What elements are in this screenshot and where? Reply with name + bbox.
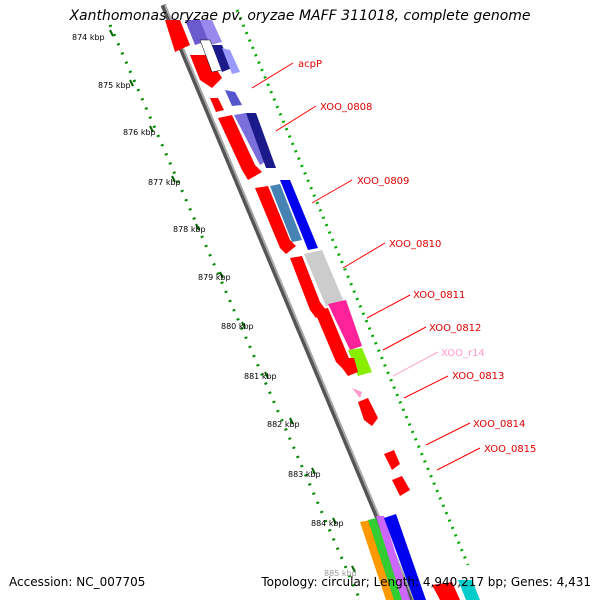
gene-block — [165, 20, 190, 52]
gene-block — [368, 518, 404, 600]
gene-block — [384, 450, 400, 470]
ruler-label: 875 kbp — [98, 81, 131, 90]
ruler-label: 877 kbp — [148, 178, 181, 187]
ruler-ticks — [109, 29, 356, 573]
ruler-labels: 874 kbp 875 kbp 876 kbp 877 kbp 878 kbp 879 k… — [72, 33, 357, 578]
ruler-tick — [195, 223, 200, 231]
gene-block — [358, 398, 378, 426]
ruler-tick — [109, 29, 114, 37]
feature-labels: acpP XOO_0808 XOO_0809 XOO_0810 XOO_0811 XOO_… — [298, 59, 536, 455]
feature-label[interactable]: XOO_0813 — [452, 371, 504, 382]
ruler-tick — [311, 467, 316, 475]
gene-block — [218, 115, 262, 180]
ruler-tick — [351, 565, 356, 573]
ruler-tick — [289, 417, 294, 425]
ruler-tick — [219, 271, 224, 279]
feature-label[interactable]: XOO_0815 — [484, 444, 536, 455]
feature-label[interactable]: XOO_r14 — [441, 348, 485, 359]
gene-block — [290, 256, 326, 318]
gene-block — [222, 48, 240, 74]
callout-lines — [251, 62, 481, 471]
gene-block — [314, 308, 352, 370]
ruler-label: 882 kbp — [267, 420, 300, 429]
gene-block — [348, 348, 372, 376]
gene-block — [270, 184, 302, 242]
ruler-label: 876 kbp — [123, 128, 156, 137]
gene-block — [280, 180, 318, 250]
ruler-label: 874 kbp — [72, 33, 105, 42]
feature-label[interactable]: XOO_0810 — [389, 239, 441, 250]
rna-block — [352, 388, 362, 398]
outer-ruler — [235, 9, 470, 566]
ruler-tick — [264, 371, 269, 379]
gene-block — [190, 55, 222, 88]
gene-block — [458, 580, 480, 600]
gene-block — [384, 514, 426, 600]
ruler-tick — [241, 321, 246, 329]
gene-block — [212, 45, 232, 72]
gene-block — [210, 98, 224, 112]
ruler-label: 880 kbp — [221, 322, 254, 331]
gene-block — [200, 20, 222, 45]
gene-block — [328, 300, 362, 350]
gene-block — [392, 476, 410, 496]
ruler-tick — [171, 175, 176, 183]
ruler-label: 884 kbp — [311, 519, 344, 528]
feature-label[interactable]: XOO_0811 — [413, 290, 465, 301]
feature-track — [165, 20, 480, 600]
gene-block — [246, 113, 276, 168]
gene-block — [255, 186, 296, 254]
genome-backbone — [160, 4, 415, 600]
ruler-label: 885 kbp — [324, 569, 357, 578]
map-title: Xanthomonas oryzae pv. oryzae MAFF 31101… — [69, 8, 531, 24]
gene-block — [225, 90, 242, 106]
ruler-tick — [149, 125, 154, 133]
ruler-label: 881 kbp — [244, 372, 277, 381]
gene-block — [304, 250, 344, 306]
ruler-label: 879 kbp — [198, 273, 231, 282]
ruler-label: 878 kbp — [173, 225, 206, 234]
gene-block — [185, 20, 210, 45]
feature-label[interactable]: XOO_0812 — [429, 323, 481, 334]
topology-text: Topology: circular; Length: 4,940,217 bp… — [261, 575, 591, 589]
feature-label[interactable]: XOO_0809 — [357, 176, 409, 187]
ruler-tick — [129, 79, 134, 87]
gene-block — [340, 358, 358, 376]
feature-label[interactable]: acpP — [298, 59, 322, 70]
ruler-label: 883 kbp — [288, 470, 321, 479]
ruler-tick — [332, 517, 337, 525]
gene-block — [234, 113, 268, 165]
feature-label[interactable]: XOO_0814 — [473, 419, 525, 430]
gene-block — [376, 516, 410, 600]
accession-text: Accession: NC_007705 — [9, 575, 146, 589]
feature-label[interactable]: XOO_0808 — [320, 102, 372, 113]
gene-block — [432, 582, 460, 600]
